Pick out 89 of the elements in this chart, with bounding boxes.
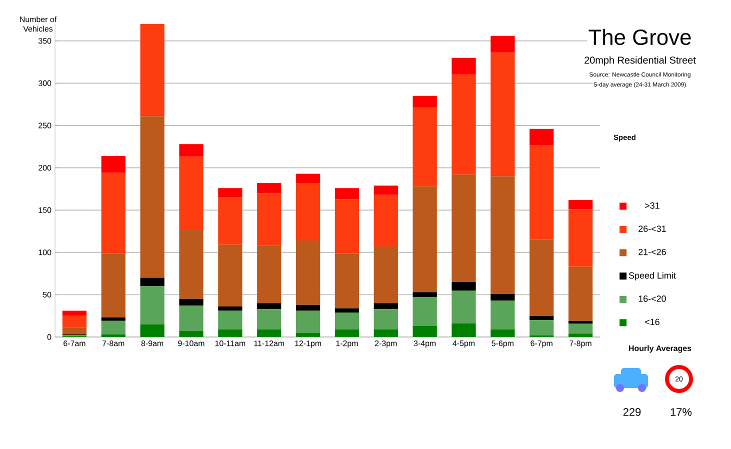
bar [452, 58, 476, 75]
bar [296, 304, 320, 311]
bar [296, 310, 320, 333]
bar [179, 144, 204, 157]
bar [296, 174, 320, 184]
bar [374, 246, 398, 304]
bar [412, 326, 437, 337]
legend-label: 16-<20 [638, 296, 666, 302]
bar [218, 306, 242, 311]
bar [140, 278, 164, 286]
bar [140, 324, 164, 337]
bar [218, 188, 242, 198]
bar [412, 108, 437, 186]
bar [374, 329, 398, 337]
bar [257, 183, 282, 194]
bar [334, 312, 360, 330]
bar [334, 188, 360, 200]
legend-label: 21-<26 [638, 248, 666, 256]
bar [296, 240, 320, 305]
bar [101, 318, 126, 321]
bar [140, 116, 164, 278]
bar [530, 128, 554, 145]
bar [452, 323, 476, 337]
bar [374, 186, 398, 195]
bar [374, 194, 398, 246]
bar [140, 286, 164, 324]
bar [412, 292, 437, 298]
legend-label: <16 [645, 318, 660, 326]
bar [490, 294, 515, 301]
bar [62, 316, 87, 328]
bar [257, 309, 282, 330]
bar [374, 309, 398, 330]
bar [490, 36, 515, 53]
bar [218, 329, 242, 337]
text: 229 [623, 408, 641, 416]
bar [334, 253, 360, 308]
bar [530, 320, 554, 336]
bar [530, 240, 554, 316]
bar [568, 320, 593, 324]
bar [101, 334, 126, 337]
bar [490, 329, 515, 337]
bar [179, 331, 204, 337]
chart-title: The Grove [588, 28, 691, 46]
bar [101, 320, 126, 334]
bar [218, 244, 242, 307]
bar [101, 156, 126, 173]
bar [101, 253, 126, 318]
bar [257, 329, 282, 337]
text: 17% [670, 408, 692, 416]
bar [568, 323, 593, 334]
bar [334, 308, 360, 312]
bar [568, 266, 593, 321]
bar [334, 199, 360, 254]
bar [490, 52, 515, 176]
bar [374, 303, 398, 310]
bar [140, 24, 164, 116]
bar [568, 200, 593, 210]
bar [257, 193, 282, 246]
bar [334, 329, 360, 337]
bar [257, 303, 282, 310]
bar [490, 300, 515, 330]
bar [257, 246, 282, 304]
legend-label: Speed Limit [628, 272, 676, 280]
bar [530, 144, 554, 240]
bar [218, 197, 242, 245]
bar [530, 316, 554, 320]
bar [412, 96, 437, 108]
bar [452, 282, 476, 290]
bar [179, 230, 204, 299]
bar [452, 74, 476, 175]
legend-label: 26-<31 [638, 226, 666, 232]
bar [179, 156, 204, 230]
bar [179, 306, 204, 332]
bar [490, 176, 515, 294]
legend-label: >31 [645, 202, 660, 209]
bar [218, 310, 242, 330]
bar [412, 186, 437, 292]
bar [412, 297, 437, 326]
bar [452, 290, 476, 324]
text: 20mph Residential Street [584, 56, 696, 66]
bar [62, 310, 87, 316]
bar [296, 183, 320, 241]
bar [101, 172, 126, 254]
bar [568, 209, 593, 267]
bar [568, 334, 593, 337]
bar [179, 298, 204, 306]
bar [296, 332, 320, 337]
bar [62, 328, 87, 334]
bar [452, 174, 476, 282]
